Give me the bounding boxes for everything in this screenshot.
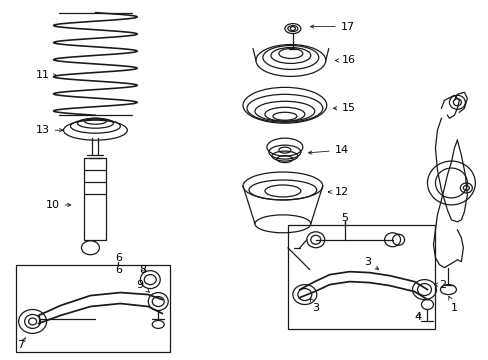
Bar <box>287 225 435 329</box>
Text: 3: 3 <box>310 298 319 312</box>
Text: 12: 12 <box>328 187 348 197</box>
Text: 15: 15 <box>333 103 355 113</box>
Text: 13: 13 <box>36 125 62 135</box>
Text: 1: 1 <box>448 296 457 312</box>
Text: 5: 5 <box>341 213 347 223</box>
Text: 6: 6 <box>115 265 122 275</box>
Text: 6: 6 <box>115 253 122 263</box>
Text: 10: 10 <box>45 200 71 210</box>
Text: 7: 7 <box>17 338 25 350</box>
Bar <box>16 265 170 352</box>
Text: 2: 2 <box>433 280 445 289</box>
Text: 9: 9 <box>137 280 149 292</box>
Text: 11: 11 <box>36 71 57 80</box>
Bar <box>84 158 106 240</box>
Text: 3: 3 <box>364 257 378 270</box>
Text: 8: 8 <box>140 265 146 275</box>
Text: 17: 17 <box>310 22 354 32</box>
Text: 4: 4 <box>413 312 420 323</box>
Text: 16: 16 <box>335 55 355 66</box>
Text: 14: 14 <box>308 145 348 155</box>
